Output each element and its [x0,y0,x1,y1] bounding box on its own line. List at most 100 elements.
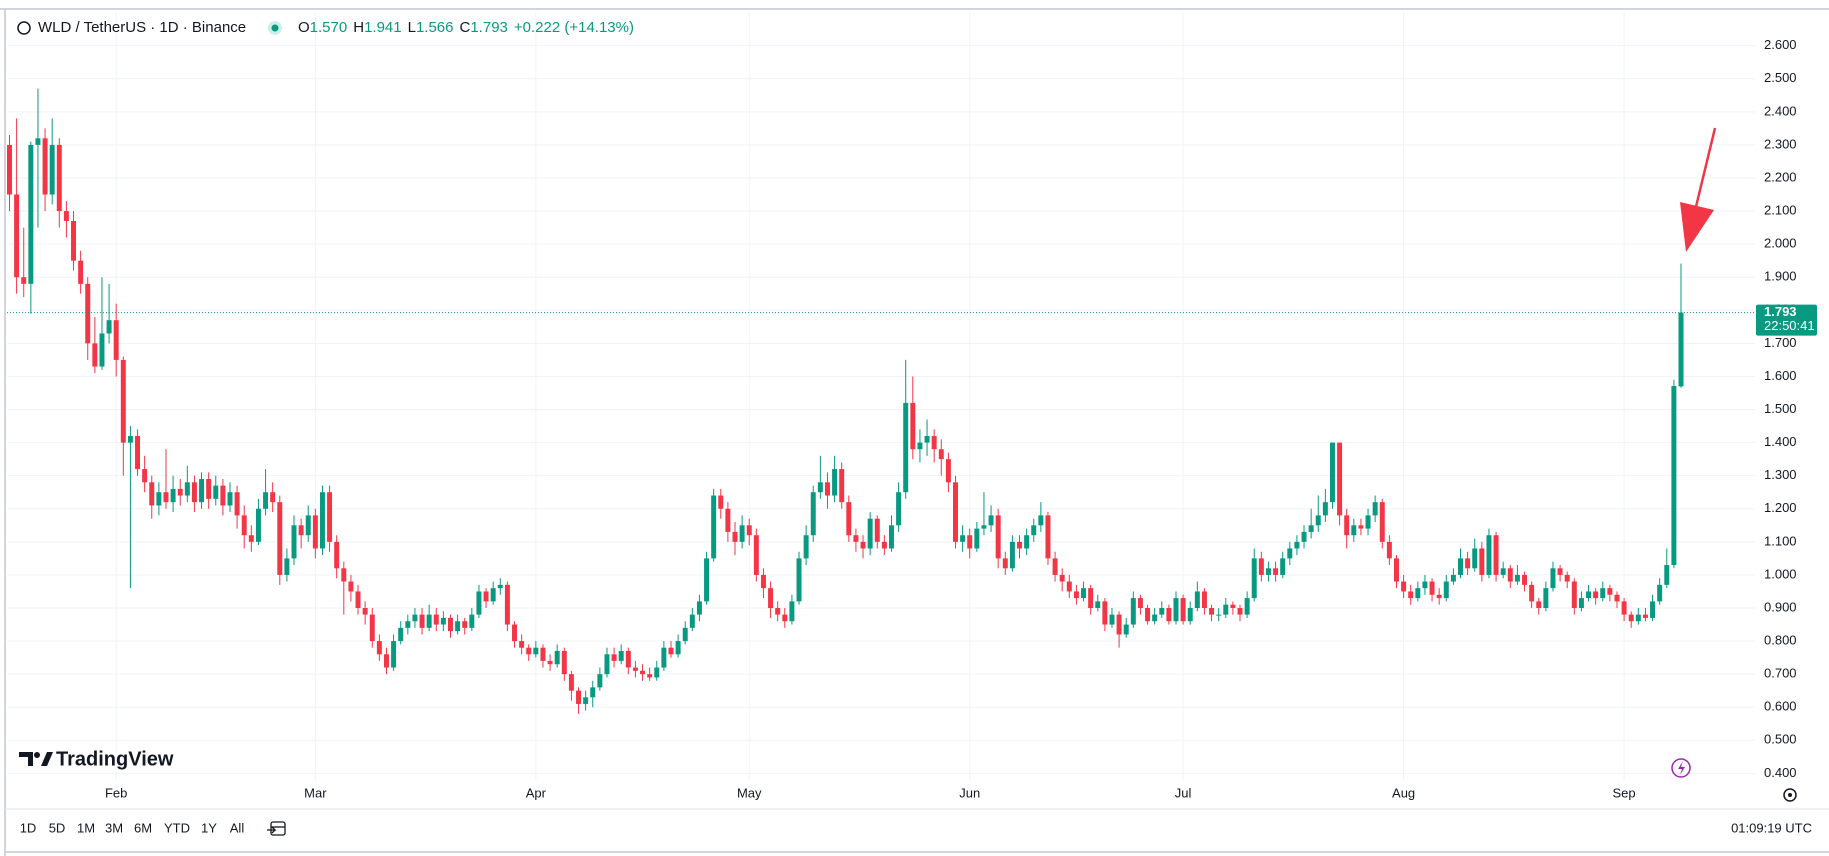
candle-body [277,502,283,575]
candle-body [561,650,567,675]
candle-body [1472,548,1478,569]
axes: 2.600 2.500 2.400 2.300 2.200 2.100 2.000 1.900… [7,37,1817,800]
candle-body [71,220,77,261]
candle-body [483,591,489,602]
x-tick-label: Apr [526,785,547,800]
candle-body [412,614,418,622]
candle-body [689,614,695,628]
candle-body [583,697,589,704]
symbol-icon[interactable] [17,21,31,35]
candle-body [184,482,190,496]
candle-body [433,614,439,625]
candle-body [1258,558,1264,575]
calendar-icon [270,821,286,836]
range-button[interactable]: 5D [49,820,66,835]
candle-body [1251,558,1257,599]
candle-body [817,482,823,493]
annotation-arrow [1680,127,1717,252]
candle-body [654,667,660,678]
candle-body [1194,591,1200,608]
candle-body [1493,535,1499,575]
settings-icon[interactable] [1783,788,1797,802]
candle-body [1280,558,1286,575]
candle-body [1052,558,1058,575]
candle-body [1379,502,1385,542]
candle-body [568,674,574,691]
y-tick-label: 1.300 [1764,467,1797,482]
candle-body [1536,601,1542,608]
range-button[interactable]: 6M [134,820,152,835]
range-button[interactable]: All [230,820,245,835]
candle-body [341,568,347,582]
candle-body [960,535,966,542]
symbol[interactable]: WLD / TetherUS · 1D · Binance [38,19,246,36]
logo[interactable]: TradingView [19,748,174,770]
candle-body [725,508,731,532]
candle-body [1152,614,1158,622]
y-tick-label: 2.200 [1764,169,1797,184]
candle-body [49,144,55,195]
y-tick-label: 2.100 [1764,203,1797,218]
candle-body [1550,568,1556,589]
range-button[interactable]: 1M [77,820,95,835]
y-tick-label: 2.500 [1764,70,1797,85]
candle-body [1415,588,1421,599]
candle-body [1216,614,1222,616]
candle-body [455,621,461,632]
candle-body [1017,541,1023,549]
toolbar: 1D 5D 1M 3M 6M YTD 1Y All [20,820,245,835]
settings-icon-center [1788,793,1792,797]
candle-body [888,525,894,549]
candle-body [618,650,624,661]
range-button[interactable]: 1Y [201,820,217,835]
candle-body [824,482,830,496]
candle-body [1344,515,1350,536]
arrow-shaft [1692,127,1717,216]
candle-body [1294,541,1300,549]
candle-body [924,435,930,443]
x-tick-label: Mar [304,785,327,800]
y-tick-label: 0.800 [1764,633,1797,648]
candle-body [28,144,34,284]
candle-body [540,647,546,661]
candle-body [696,601,702,615]
y-tick-label: 0.600 [1764,699,1797,714]
candle-body [682,627,688,642]
ohlc-label: O [298,19,310,36]
candle-body [768,588,774,608]
candle-body [369,614,375,642]
candle-body [526,647,532,655]
candle-body [938,449,944,460]
candle-body [1372,502,1378,516]
candle-body [1578,598,1584,608]
candle-body [967,535,973,549]
candle-body [874,518,880,542]
candle-body [462,621,468,628]
range-button[interactable]: 3M [105,820,123,835]
candle-body [1408,591,1414,599]
y-tick-label: 1.900 [1764,269,1797,284]
candle-body [1401,581,1407,592]
candle-body [263,492,269,509]
x-tick-label: Sep [1613,785,1636,800]
y-tick-label: 1.400 [1764,434,1797,449]
x-tick-label: Jun [959,785,980,800]
candle-body [732,531,738,542]
grid [7,12,1755,780]
candle-body [1265,568,1271,575]
candle-body [1201,591,1207,608]
range-button[interactable]: 1D [20,820,37,835]
candle-body [867,518,873,549]
y-tick-label: 1.000 [1764,566,1797,581]
date-range-icon[interactable] [267,821,286,836]
alert-icon[interactable] [1671,758,1691,778]
range-button[interactable]: YTD [164,820,190,835]
candle-body [519,641,525,648]
candle-body [1465,558,1471,569]
candle-body [355,591,361,608]
candle-body [319,492,325,549]
candle-body [597,674,603,688]
candle-body [284,558,290,575]
